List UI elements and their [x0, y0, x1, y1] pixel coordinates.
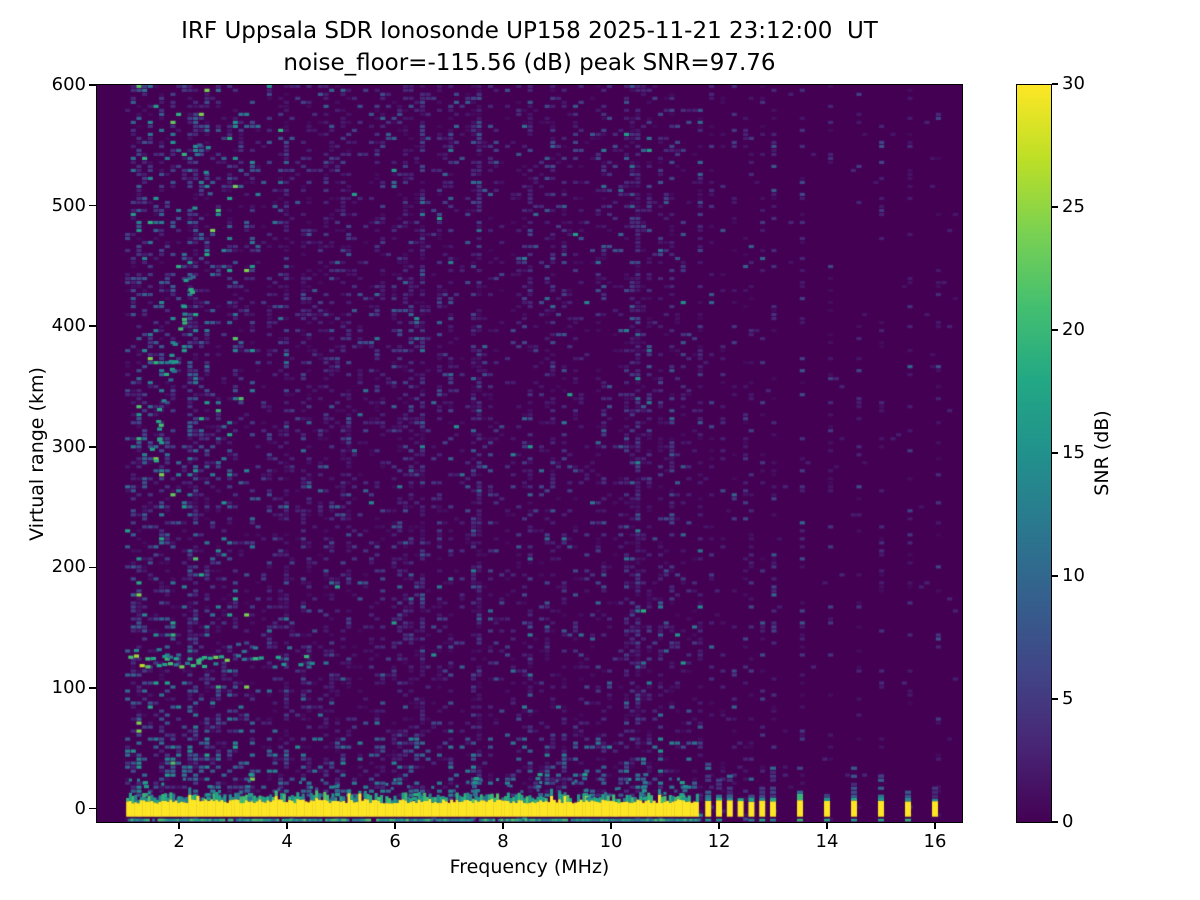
colorbar-tick-label: 30 [1062, 73, 1085, 94]
ionogram-heatmap-canvas [97, 85, 962, 822]
x-tick [178, 823, 180, 829]
colorbar-tick [1052, 83, 1058, 85]
y-tick-label: 500 [51, 194, 86, 216]
y-tick [89, 325, 96, 327]
colorbar-tick [1052, 821, 1058, 823]
colorbar-tick-label: 20 [1062, 319, 1085, 340]
y-axis-label: Virtual range (km) [26, 367, 48, 541]
x-tick [286, 823, 288, 829]
y-tick [89, 807, 96, 810]
y-tick-label: 200 [51, 556, 86, 578]
y-tick [89, 84, 96, 86]
x-tick-label: 12 [707, 831, 731, 852]
y-tick-label: 300 [51, 435, 86, 457]
colorbar-tick-label: 10 [1062, 565, 1085, 586]
y-tick-label: 100 [51, 677, 86, 699]
x-tick [502, 823, 504, 829]
colorbar-tick-label: 0 [1062, 811, 1074, 832]
x-tick-label: 6 [389, 831, 401, 852]
colorbar [1016, 84, 1052, 823]
y-tick [89, 687, 96, 689]
y-tick [89, 566, 96, 569]
x-tick [610, 823, 612, 829]
x-tick [394, 823, 396, 829]
figure-title: IRF Uppsala SDR Ionosonde UP158 2025-11-… [181, 18, 878, 44]
y-tick [89, 204, 96, 207]
colorbar-label: SNR (dB) [1091, 410, 1113, 496]
colorbar-tick [1052, 698, 1058, 700]
y-tick-label: 600 [51, 74, 86, 95]
y-tick-label: 0 [74, 797, 86, 819]
y-tick-label: 400 [51, 315, 86, 337]
plot-frame [96, 84, 963, 823]
x-tick-label: 8 [497, 831, 509, 852]
colorbar-tick [1052, 575, 1058, 577]
colorbar-tick-label: 25 [1062, 196, 1085, 217]
x-tick-label: 10 [599, 831, 623, 852]
colorbar-tick-label: 5 [1062, 688, 1074, 709]
x-tick-label: 4 [281, 831, 293, 852]
colorbar-gradient [1017, 85, 1051, 822]
colorbar-tick [1052, 329, 1058, 331]
figure-subtitle: noise_floor=-115.56 (dB) peak SNR=97.76 [283, 50, 776, 76]
x-tick-label: 2 [173, 831, 185, 852]
colorbar-tick [1052, 206, 1058, 208]
x-tick [718, 823, 720, 829]
colorbar-tick-label: 15 [1062, 442, 1085, 463]
colorbar-tick [1052, 452, 1058, 454]
x-tick [826, 823, 828, 829]
y-tick [89, 446, 96, 448]
x-tick-label: 16 [923, 831, 947, 852]
x-tick-label: 14 [815, 831, 839, 852]
x-tick [934, 823, 936, 829]
x-axis-label: Frequency (MHz) [449, 856, 610, 878]
